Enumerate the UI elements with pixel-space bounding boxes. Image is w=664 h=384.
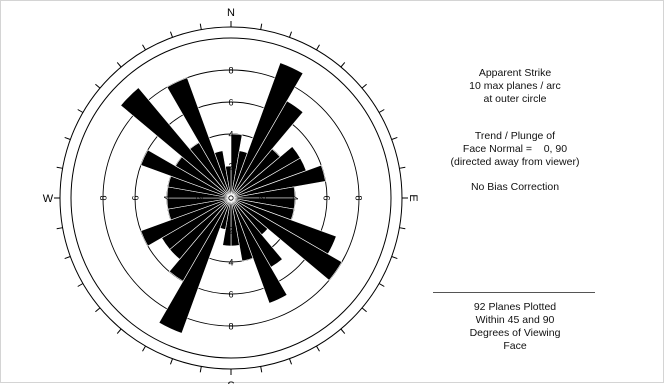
info-line-directed: (directed away from viewer) [450, 156, 580, 168]
petal-200 [158, 197, 232, 334]
outer-tick-280 [56, 166, 63, 169]
outer-tick-320 [116, 62, 122, 68]
info-line-face: Face [503, 340, 527, 352]
outer-tick-50 [361, 83, 367, 89]
outer-tick-110 [391, 256, 398, 260]
info-line-apparent-strike: Apparent Strike [478, 67, 552, 79]
ring-8 [102, 69, 360, 327]
ring-label-4-270: 4 [163, 195, 173, 200]
info-divider [433, 292, 595, 293]
ring-label-4-180: 4 [228, 258, 233, 268]
outer-tick-140 [340, 328, 346, 334]
info-line-face-normal: Face Normal = 0, 90 [462, 143, 568, 155]
info-line-within: Within 45 and 90 [475, 314, 555, 326]
petal-340 [214, 150, 232, 199]
info-line-trend-plunge: Trend / Plunge of [474, 130, 556, 142]
outer-tick-330 [142, 44, 146, 51]
outer-tick-250 [64, 256, 71, 260]
ring-label-2-0: 2 [228, 162, 233, 172]
petal-240 [140, 197, 232, 247]
outer-tick-290 [64, 136, 71, 140]
outer-tick-80 [399, 166, 406, 169]
outer-tick-60 [378, 109, 385, 113]
petal-290 [140, 149, 232, 199]
ring-label-8-270: 8 [99, 195, 109, 200]
info-line-degrees: Degrees of Viewing [469, 327, 561, 339]
outer-circle [70, 37, 392, 359]
petals-group [120, 62, 343, 334]
outer-tick-170 [260, 366, 263, 373]
petal-70 [230, 164, 326, 199]
compass-west: W [43, 193, 54, 205]
info-bias: No Bias Correction [431, 181, 599, 194]
info-trend: Trend / Plunge of Face Normal = 0, 90 (d… [431, 130, 599, 169]
info-line-bias: No Bias Correction [470, 181, 560, 193]
outer-tick-70 [391, 136, 398, 140]
compass-south: S [227, 380, 234, 384]
ring-label-6-270: 6 [131, 195, 141, 200]
petal-120 [230, 197, 343, 281]
ring-label-2-180: 2 [228, 226, 233, 236]
ring-label-8-180: 8 [228, 322, 233, 332]
petal-160 [230, 197, 254, 262]
petal-310 [120, 87, 232, 199]
outer-tick-300 [77, 109, 84, 113]
outer-tick-240 [77, 283, 84, 287]
compass-north: N [227, 7, 235, 19]
outer-tick-120 [378, 283, 385, 287]
petal-330 [166, 77, 232, 199]
ring-label-4-90: 4 [290, 195, 300, 200]
outer-tick-150 [316, 345, 320, 352]
ring-label-6-180: 6 [228, 290, 233, 300]
petal-150 [230, 197, 288, 304]
info-line-outer-circle: at outer circle [483, 93, 547, 105]
petal-30 [230, 100, 304, 199]
info-bottom: 92 Planes Plotted Within 45 and 90 Degre… [431, 301, 599, 353]
labels-group: 2 2 2 2 4 4 4 4 6 6 6 6 8 8 8 8 N S E W [43, 7, 419, 384]
outer-tick-30 [316, 44, 320, 51]
outer-tick-220 [116, 328, 122, 334]
ring-label-6-90: 6 [322, 195, 332, 200]
ring-label-4-0: 4 [228, 130, 233, 140]
compass-east: E [407, 194, 419, 201]
outer-tick-200 [169, 358, 173, 365]
ring-label-6-0: 6 [228, 98, 233, 108]
ring-label-2-90: 2 [258, 195, 268, 200]
petal-210 [168, 197, 232, 282]
outer-tick-190 [199, 366, 202, 373]
outer-tick-210 [142, 345, 146, 352]
ring-label-8-0: 8 [228, 66, 233, 76]
petal-20 [230, 62, 304, 199]
outer-tick-310 [95, 83, 101, 89]
outer-tick-260 [56, 227, 63, 230]
ring-6 [134, 101, 328, 295]
info-line-planes-plotted: 92 Planes Plotted [473, 301, 557, 313]
outer-tick-350 [199, 23, 202, 30]
outer-ticks-group [54, 21, 408, 375]
outer-tick-230 [95, 307, 101, 313]
outer-tick-100 [399, 227, 406, 230]
info-top: Apparent Strike 10 max planes / arc at o… [431, 67, 599, 106]
outer-tick-20 [289, 31, 293, 38]
outer-tick-130 [361, 307, 367, 313]
outer-tick-10 [260, 23, 263, 30]
info-line-max-planes: 10 max planes / arc [469, 80, 561, 92]
ring-label-2-270: 2 [195, 195, 205, 200]
petal-350 [225, 165, 232, 199]
centre-marker [228, 195, 234, 201]
outer-tick-160 [289, 358, 293, 365]
outer-tick-340 [169, 31, 173, 38]
outer-tick-40 [340, 62, 346, 68]
ring-label-8-90: 8 [354, 195, 364, 200]
